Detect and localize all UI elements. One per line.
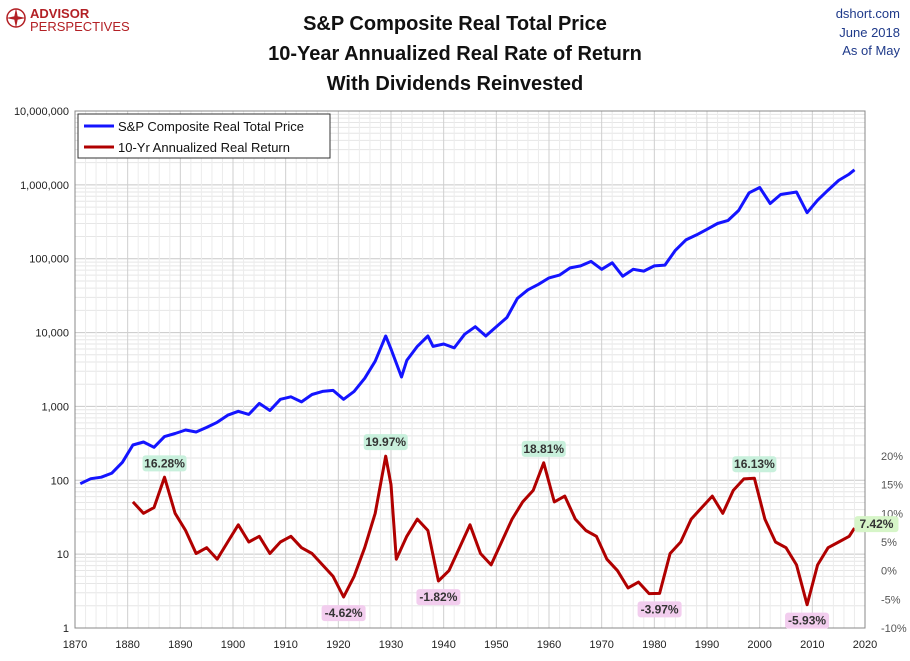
x-tick-label: 1940 (431, 639, 455, 651)
legend-box (77, 113, 331, 159)
annotation-bg (854, 516, 899, 533)
right-tick-label: 20% (881, 451, 903, 463)
annotation-bg (363, 434, 408, 451)
as-of-label: As of May (842, 43, 900, 58)
x-tick-label: 1900 (221, 639, 245, 651)
logo-text-top: ADVISOR (30, 6, 90, 21)
annotation-bg (521, 440, 566, 457)
series-line-return (131, 454, 856, 607)
left-tick-label: 10,000,000 (14, 106, 69, 118)
plot-frame (74, 110, 866, 629)
left-axis: 1 10 100 1,000 10,000 100,000 1,000,000 10,000,… (14, 106, 69, 635)
x-tick-label: 2010 (800, 639, 824, 651)
annotation-label: 7.42% (859, 517, 893, 531)
x-tick-label: 1960 (537, 639, 561, 651)
chart-title-line-1: S&P Composite Real Total Price (303, 13, 607, 35)
x-tick-label: 1970 (589, 639, 613, 651)
x-tick-label: 1980 (642, 639, 666, 651)
annotation-bg (142, 455, 187, 472)
annotation-bg (637, 601, 682, 618)
x-tick-label: 1890 (168, 639, 192, 651)
series-line-price (79, 168, 856, 486)
annotation-bg (732, 456, 777, 473)
annotation-bg (321, 605, 366, 622)
series-layer (79, 168, 856, 607)
x-axis: 1870 1880 1890 1900 1910 1920 1930 1940 1950 1960… (63, 639, 877, 651)
legend-label-return: 10-Yr Annualized Real Return (118, 140, 290, 155)
right-tick-label: 15% (881, 480, 903, 492)
x-tick-label: 1930 (379, 639, 403, 651)
left-tick-label: 1 (63, 623, 69, 635)
annotation-label: -4.62% (325, 606, 363, 620)
left-tick-label: 1,000,000 (20, 180, 69, 192)
x-tick-label: 1920 (326, 639, 350, 651)
annotation-label: 19.97% (365, 435, 406, 449)
x-tick-label: 1990 (695, 639, 719, 651)
annotations: 16.28% -4.62% 19.97% -1.82% 18.81% -3.97% 16.1… (142, 434, 899, 629)
annotation-label: -3.97% (641, 602, 679, 616)
annotation-label: -1.82% (419, 590, 457, 604)
right-tick-label: 5% (881, 537, 897, 549)
annotation-label: 18.81% (523, 442, 564, 456)
annotation-bg (785, 612, 830, 629)
left-tick-label: 1,000 (41, 401, 69, 413)
x-tick-label: 1880 (115, 639, 139, 651)
left-tick-label: 10 (57, 549, 69, 561)
logo-text-bottom: PERSPECTIVES (30, 19, 130, 34)
right-axis: -10%-5%0%5%10%15%20% (881, 451, 907, 635)
right-tick-label: -5% (881, 594, 901, 606)
legend: S&P Composite Real Total Price 10-Yr Ann… (77, 113, 331, 159)
left-tick-label: 100,000 (29, 254, 69, 266)
x-tick-label: 2020 (853, 639, 877, 651)
annotation-label: 16.13% (734, 457, 775, 471)
x-tick-label: 2000 (747, 639, 771, 651)
annotation-label: 16.28% (144, 456, 185, 470)
left-tick-label: 10,000 (35, 328, 69, 340)
x-tick-label: 1950 (484, 639, 508, 651)
x-tick-label: 1910 (273, 639, 297, 651)
date-label: June 2018 (839, 25, 900, 40)
compass-icon (6, 8, 26, 28)
annotation-bg (416, 589, 461, 606)
right-tick-label: -10% (881, 623, 907, 635)
right-tick-label: 0% (881, 566, 897, 578)
left-tick-label: 100 (51, 475, 69, 487)
chart-title-line-3: With Dividends Reinvested (327, 73, 584, 95)
advisor-perspectives-logo: ADVISOR PERSPECTIVES (6, 6, 130, 34)
chart-title-line-2: 10-Year Annualized Real Rate of Return (268, 43, 642, 65)
annotation-label: -5.93% (788, 614, 826, 628)
source-label: dshort.com (836, 6, 900, 21)
x-tick-label: 1870 (63, 639, 87, 651)
legend-label-price: S&P Composite Real Total Price (118, 119, 304, 134)
